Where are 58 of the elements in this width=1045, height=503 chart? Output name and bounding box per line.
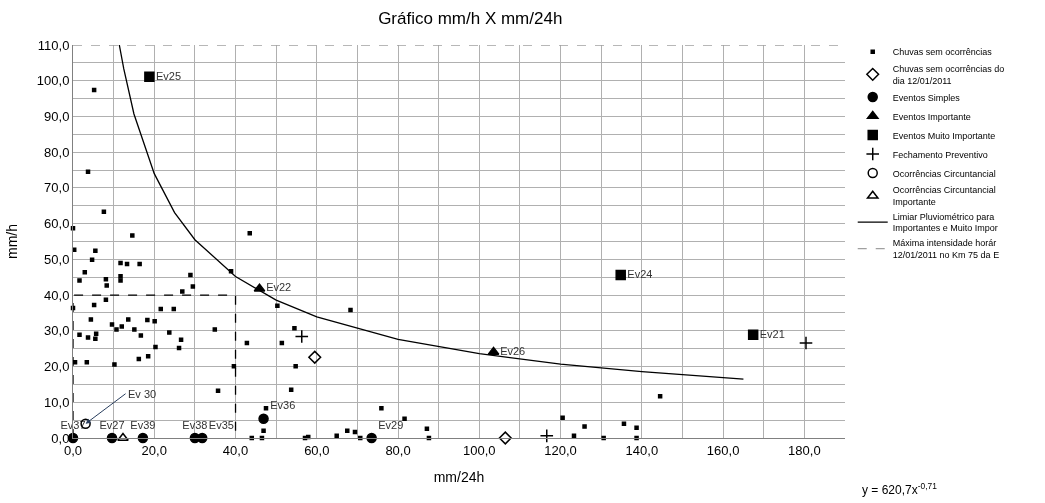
- point: [258, 413, 269, 424]
- x-tick-label: 20,0: [141, 442, 167, 458]
- x-tick-label: 60,0: [304, 442, 330, 458]
- data-label: Ev26: [500, 344, 526, 357]
- point: [539, 428, 554, 443]
- point: [117, 432, 129, 441]
- data-label: Ev21: [759, 327, 785, 340]
- y-tick-label: 90,0: [44, 109, 70, 124]
- legend-label: Chuvas sem ocorrências: [892, 47, 993, 58]
- y-tick-label: 80,0: [44, 144, 70, 160]
- x-tick-label: 160,0: [706, 442, 740, 458]
- point: [308, 350, 322, 364]
- text: y = 620,7x$^{-0,71}$: [862, 481, 938, 498]
- data-label: Ev27: [99, 418, 125, 431]
- annotation: Ev 30: [128, 388, 157, 400]
- point: [747, 329, 759, 340]
- point: [498, 431, 512, 445]
- x-tick-label: 140,0: [625, 442, 659, 458]
- x-tick-label: 120,0: [544, 442, 577, 458]
- data-label: Ev35: [208, 418, 234, 431]
- y-tick-label: 20,0: [44, 359, 70, 375]
- y-axis-title: mm/h: [4, 224, 21, 259]
- y-tick-label: 40,0: [44, 287, 70, 303]
- y-tick-label: 30,0: [44, 323, 70, 339]
- x-axis-title: mm/24h: [433, 468, 485, 485]
- line-series: [118, 45, 745, 380]
- y-tick-label: 100,0: [36, 73, 70, 89]
- point: [144, 71, 155, 83]
- y-tick-label: 50,0: [44, 251, 70, 267]
- legend-label: Chuvas sem ocorrências do dia 12/01/2011: [892, 64, 1005, 86]
- point: [106, 432, 118, 444]
- legend-label: Eventos Simples: [892, 92, 961, 103]
- y-tick-label: 60,0: [44, 216, 70, 232]
- legend-label: Eventos Importante: [892, 111, 971, 122]
- legend-label: Ocorrências Circuntancial: [892, 168, 996, 179]
- x-tick-label: 100,0: [463, 442, 496, 458]
- legend-label: Fechamento Preventivo: [892, 149, 988, 160]
- point: [294, 329, 309, 344]
- x-tick-label: 80,0: [385, 442, 411, 458]
- chart-title: Gráfico mm/h X mm/24h: [378, 9, 563, 29]
- data-label: Ev38: [182, 418, 208, 431]
- legend-label: Limiar Pluviométrico para Importantes e Muito Impor: [892, 211, 998, 234]
- legend-label: Eventos Muito Importante: [892, 130, 996, 141]
- data-label: Ev25: [156, 69, 182, 82]
- data-label: Ev24: [627, 267, 653, 280]
- x-tick-label: 180,0: [788, 442, 821, 458]
- data-label: Ev36: [270, 399, 296, 412]
- data-label: Ev29: [378, 418, 404, 431]
- point: [615, 269, 626, 281]
- point: [798, 335, 814, 351]
- data-label: Ev22: [266, 281, 292, 294]
- y-tick-label: 110,0: [37, 37, 70, 53]
- x-tick-label: 40,0: [222, 442, 249, 458]
- legend-label: Máxima intensidade horár 12/01/2011 no Km 75 da E: [892, 238, 1000, 260]
- data-label: Ev39: [130, 418, 156, 431]
- y-tick-label: 70,0: [44, 180, 70, 196]
- legend-label: Ocorrências Circuntancial Importante: [892, 185, 996, 208]
- y-tick-label: 10,0: [44, 394, 70, 410]
